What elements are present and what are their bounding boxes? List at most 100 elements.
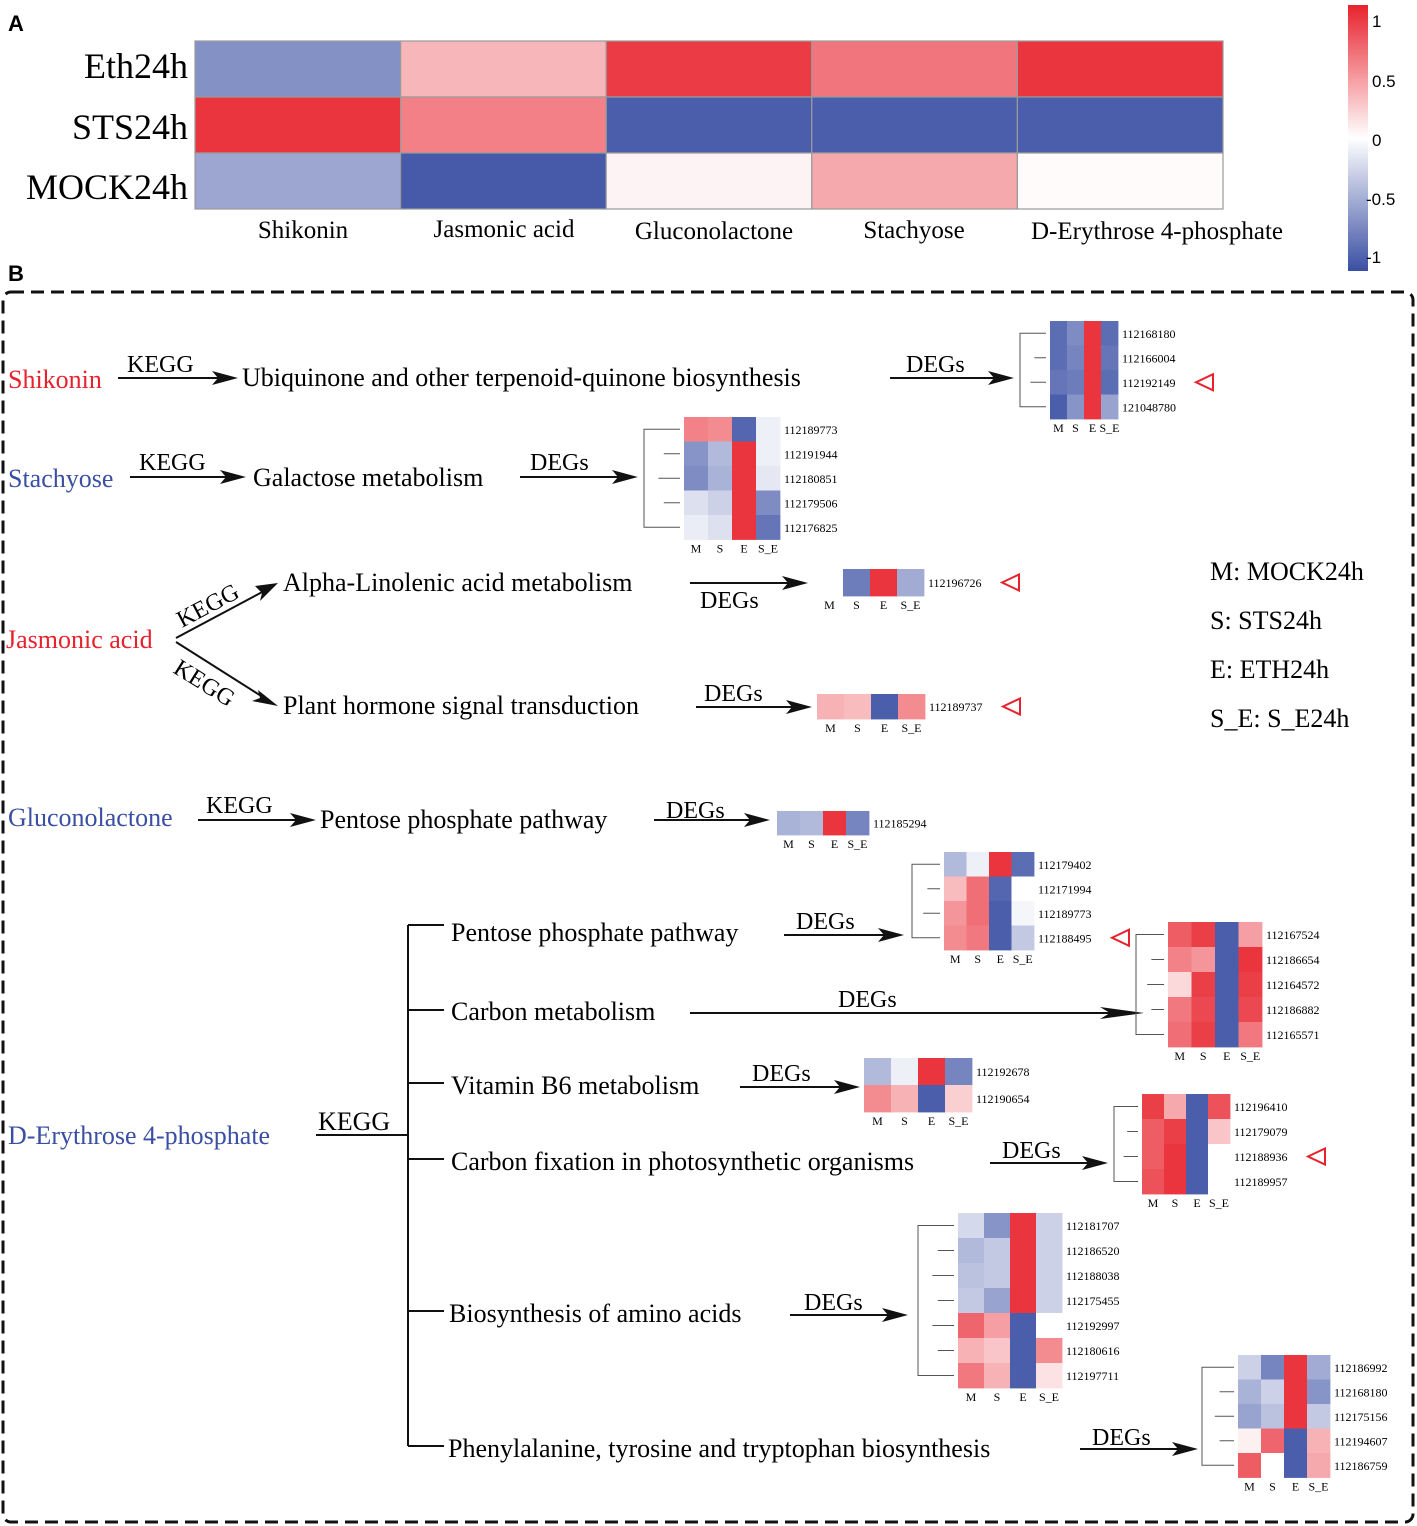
cell-112189773-S — [966, 901, 990, 926]
gene-id-label: 112166004 — [1122, 351, 1176, 365]
gene-id-label: 112190654 — [976, 1092, 1030, 1106]
cell-112196410-S — [1164, 1094, 1187, 1120]
cell-112167524-M — [1168, 922, 1192, 948]
cell-112176825-E — [732, 515, 757, 540]
heatmap-amino-acids: 112181707 112186520 112188038 112175455 1121… — [917, 1213, 1120, 1404]
cell-112186759-E — [1284, 1453, 1308, 1478]
cell-112185294-S — [800, 811, 824, 836]
arrowhead — [878, 928, 904, 942]
cell-112175156-M — [1238, 1404, 1262, 1429]
kegg-label: KEGG — [127, 352, 194, 378]
dendrogram — [1113, 1106, 1138, 1182]
cell-112168180-M — [1238, 1379, 1262, 1405]
degs-label: DEGs — [1002, 1138, 1061, 1164]
degs-label: DEGs — [1092, 1425, 1151, 1451]
heat-cell-Eth24h-Gluconolactone — [605, 40, 813, 98]
gene-id-label: 112186520 — [1066, 1244, 1120, 1258]
panel-b-label: B — [8, 261, 24, 286]
pathway-carbon: Carbon metabolism — [451, 997, 655, 1026]
sample-label: M — [824, 598, 835, 612]
cell-112191944-S — [708, 441, 733, 467]
cell-121048780-S — [1067, 394, 1085, 420]
gene-id-label: 112191944 — [784, 447, 838, 461]
sample-label: S_E — [1099, 421, 1119, 435]
cell-112185294-M — [777, 811, 801, 836]
panel-b: B Shikonin KEGG Ubiquinone and other ter… — [1, 261, 1415, 1524]
cell-112176825-M — [684, 515, 709, 540]
cell-112197711-S — [984, 1363, 1011, 1389]
colorbar — [1348, 5, 1368, 271]
cell-112192997-S_E — [1036, 1313, 1063, 1339]
gene-id-label: 112175156 — [1334, 1410, 1388, 1424]
cell-112196410-S_E — [1208, 1094, 1231, 1120]
arrowhead — [1082, 1156, 1108, 1170]
gene-id-label: 112180616 — [1066, 1344, 1120, 1358]
gene-id-label: 112181707 — [1066, 1219, 1120, 1233]
gene-id-label: 112189737 — [929, 700, 983, 714]
cell-112179402-E — [989, 852, 1012, 877]
pathway-carbon-fixation: Carbon fixation in photosynthetic organi… — [451, 1147, 914, 1176]
cell-112188495-M — [944, 925, 967, 951]
arrowhead — [1172, 1442, 1198, 1456]
cell-112186882-E — [1215, 997, 1239, 1023]
degs-label: DEGs — [530, 450, 589, 476]
gene-id-label: 112196726 — [928, 576, 982, 590]
cell-112180851-S_E — [756, 466, 781, 491]
cell-112188936-E — [1186, 1144, 1209, 1170]
cell-112168180-S — [1261, 1379, 1285, 1405]
row-label-eth24h: Eth24h — [84, 46, 188, 86]
cell-112188495-E — [989, 925, 1012, 951]
marker-triangle-icon — [1193, 372, 1214, 392]
gene-id-label: 112175455 — [1066, 1294, 1120, 1308]
cell-112185294-S_E — [846, 811, 870, 836]
heat-cell-Eth24h-Jasmonic acid — [400, 40, 607, 98]
gene-id-label: 112186992 — [1334, 1361, 1388, 1375]
dendrogram — [917, 1225, 954, 1376]
cell-112164572-E — [1215, 972, 1239, 998]
cell-121048780-E — [1084, 394, 1102, 420]
cell-112191944-M — [684, 441, 709, 467]
sample-label: E — [1089, 421, 1096, 435]
cell-112189773-S_E — [756, 417, 781, 442]
cell-112186759-S — [1261, 1453, 1285, 1478]
cell-112168180-E — [1284, 1379, 1308, 1405]
heatmap-ubiquinone: 112168180 112166004 112192149 121048780 M S E S… — [1019, 321, 1214, 435]
cell-112185294-E — [823, 811, 847, 836]
degs-label: DEGs — [700, 588, 759, 614]
cell-112192149-S — [1067, 370, 1085, 395]
cell-112189957-M — [1142, 1169, 1165, 1195]
cell-112189737-S_E — [898, 694, 926, 720]
cell-112189773-M — [684, 417, 709, 442]
cell-112165571-M — [1168, 1022, 1192, 1048]
cell-112192149-S_E — [1101, 370, 1119, 395]
marker-triangle-icon — [999, 572, 1020, 593]
cell-112196410-E — [1186, 1094, 1209, 1120]
cell-112181707-E — [1010, 1213, 1037, 1239]
heat-cell-STS24h-Stachyose — [811, 96, 1018, 154]
arrowhead — [834, 1080, 860, 1094]
degs-label: DEGs — [752, 1061, 811, 1087]
arrowhead — [612, 470, 638, 484]
cell-112189773-E — [989, 901, 1012, 926]
cell-112179079-M — [1142, 1119, 1165, 1145]
kegg-label: KEGG — [173, 579, 244, 633]
gene-id-label: 112194607 — [1334, 1434, 1388, 1448]
kegg-label: KEGG — [169, 655, 239, 712]
cell-112188495-S_E — [1011, 925, 1035, 951]
cell-112186759-M — [1238, 1453, 1262, 1478]
cell-112186520-S — [984, 1238, 1011, 1264]
sample-label: S — [853, 598, 860, 612]
legend-e: E: ETH24h — [1210, 655, 1329, 684]
cell-112171994-S_E — [1011, 876, 1035, 902]
metabolite-jasmonic-acid: Jasmonic acid — [6, 625, 153, 654]
sample-label: M — [966, 1390, 977, 1404]
cell-112179402-M — [944, 852, 967, 877]
cell-112175156-S — [1261, 1404, 1285, 1429]
sample-label: E — [1223, 1049, 1230, 1063]
legend-m: M: MOCK24h — [1210, 557, 1364, 586]
col-label-stachyose: Stachyose — [863, 217, 964, 244]
colorbar-tick-0-5: 0.5 — [1372, 72, 1396, 91]
pathway-ubiquinone: Ubiquinone and other terpenoid-quinone b… — [242, 363, 801, 392]
kegg-label: KEGG — [206, 793, 273, 819]
